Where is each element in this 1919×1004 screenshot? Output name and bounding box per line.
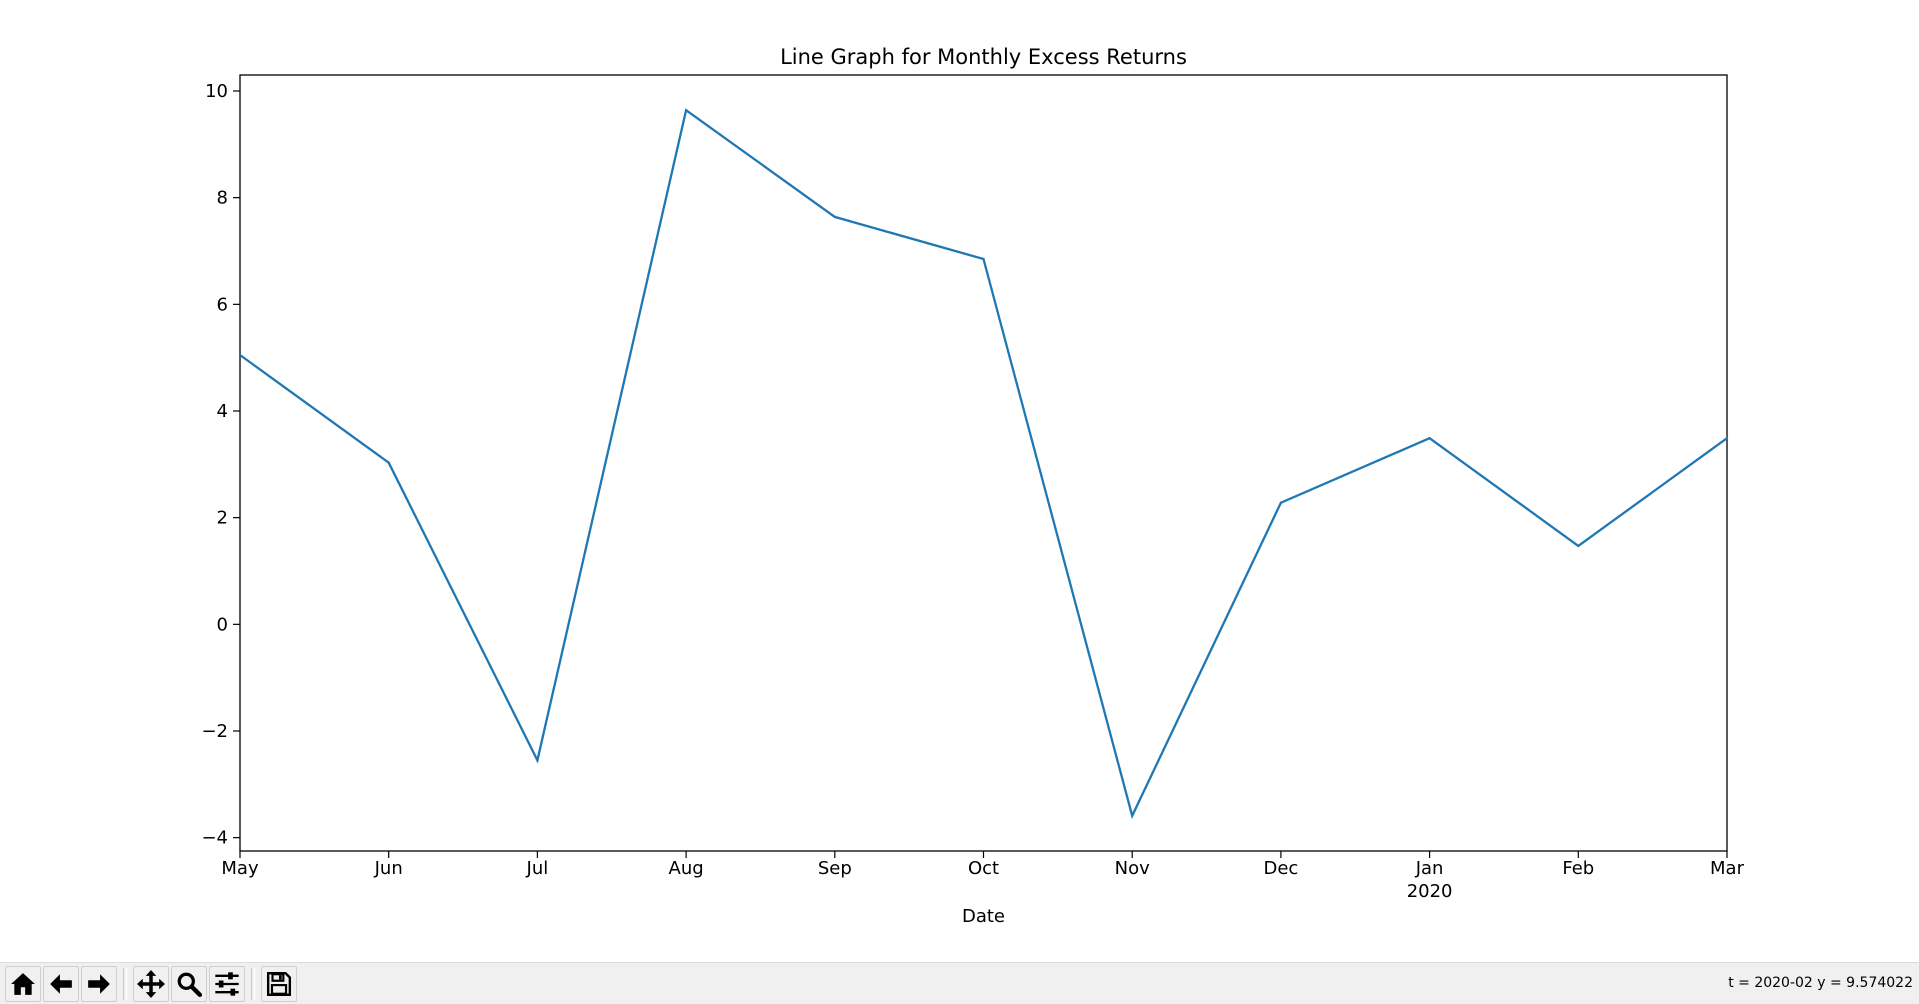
arrow-left-icon — [50, 973, 72, 994]
arrow-right-icon — [88, 973, 110, 994]
x-tick-label: Aug — [669, 858, 704, 879]
save-button[interactable] — [261, 965, 297, 1002]
series-line — [239, 108, 1728, 820]
data-point — [684, 109, 688, 112]
data-point — [833, 215, 836, 219]
y-axis: −4 −2 0 2 4 6 8 10 — [201, 81, 240, 849]
x-tick-label: Nov — [1115, 858, 1150, 879]
forward-button[interactable] — [81, 965, 117, 1002]
x-axis: May Jun Jul Aug Sep Oct Nov Dec Jan Feb Mar 2020 — [221, 851, 1745, 902]
plot-area[interactable] — [239, 74, 1728, 852]
sliders-icon — [215, 971, 239, 996]
data-point — [1428, 437, 1431, 440]
y-tick-label: −4 — [201, 828, 228, 849]
y-tick-label: −2 — [201, 721, 228, 742]
y-tick-label: 4 — [217, 401, 228, 422]
chart-title: Line Graph for Monthly Excess Returns — [780, 45, 1187, 69]
y-tick-label: 0 — [217, 614, 228, 635]
configure-subplots-button[interactable] — [209, 965, 245, 1002]
data-point — [1577, 544, 1580, 548]
x-tick-label: May — [221, 858, 259, 879]
x-tick-label: Jul — [526, 858, 549, 879]
floppy-disk-icon — [266, 971, 292, 996]
x-tick-label: Dec — [1263, 858, 1298, 879]
figure-canvas[interactable]: Line Graph for Monthly Excess Returns −4… — [0, 0, 1919, 962]
data-point — [1725, 437, 1729, 440]
line-chart[interactable]: Line Graph for Monthly Excess Returns −4… — [0, 0, 1919, 962]
move-icon — [137, 969, 165, 998]
back-button[interactable] — [43, 965, 79, 1002]
toolbar-separator — [123, 967, 127, 1000]
x-tick-label: Jan — [1415, 858, 1444, 879]
data-point — [1279, 501, 1283, 504]
toolbar-separator — [251, 967, 255, 1000]
x-tick-year-label: 2020 — [1407, 881, 1453, 902]
series-layer — [238, 108, 1729, 820]
magnifier-icon — [177, 972, 202, 997]
data-point — [238, 353, 242, 357]
pan-button[interactable] — [133, 965, 169, 1002]
x-tick-label: Jun — [374, 858, 403, 879]
zoom-button[interactable] — [171, 965, 207, 1002]
x-tick-label: Oct — [968, 858, 999, 879]
data-point — [387, 461, 390, 464]
y-tick-label: 2 — [217, 508, 228, 529]
y-tick-label: 10 — [205, 81, 228, 102]
home-button[interactable] — [5, 965, 41, 1002]
data-point — [1131, 814, 1134, 817]
x-tick-label: Feb — [1562, 858, 1594, 879]
data-point — [536, 759, 539, 762]
home-icon — [11, 972, 35, 995]
x-tick-label: Sep — [818, 858, 852, 879]
y-tick-label: 6 — [217, 294, 228, 315]
data-point — [982, 257, 985, 261]
coordinate-readout: t = 2020-02 y = 9.574022 — [1728, 975, 1913, 991]
navigation-toolbar: t = 2020-02 y = 9.574022 — [0, 962, 1919, 1004]
x-axis-label: Date — [962, 906, 1005, 927]
y-tick-label: 8 — [217, 188, 228, 209]
x-tick-label: Mar — [1710, 858, 1745, 879]
